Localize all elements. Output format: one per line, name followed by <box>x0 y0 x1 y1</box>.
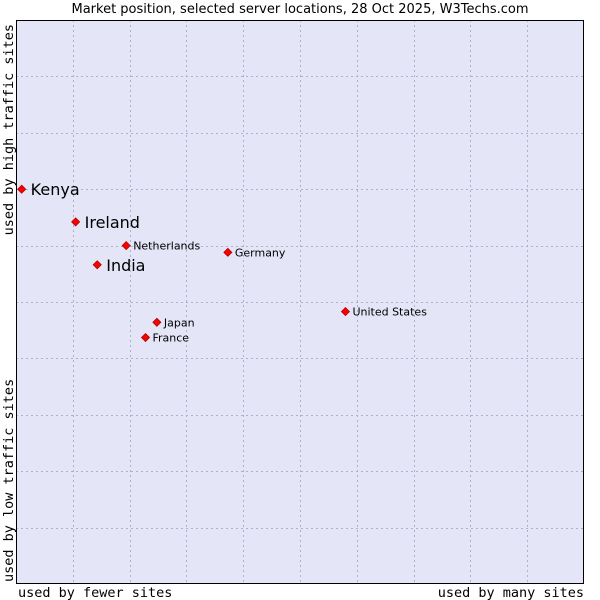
point-label-kenya: Kenya <box>31 180 80 199</box>
y-axis-label-high-traffic: used by high traffic sites <box>1 24 17 235</box>
data-point-japan: Japan <box>152 316 195 329</box>
point-label-ireland: Ireland <box>85 213 140 232</box>
data-points: Kenya Ireland India Netherlands Germany Unite… <box>17 180 427 345</box>
point-marker <box>140 332 151 343</box>
point-label-netherlands: Netherlands <box>133 240 200 253</box>
data-point-kenya: Kenya <box>17 180 80 199</box>
x-axis-label-fewer: used by fewer sites <box>18 585 172 600</box>
point-label-india: India <box>106 256 145 275</box>
data-point-ireland: Ireland <box>71 213 140 232</box>
point-label-germany: Germany <box>235 246 286 259</box>
plot-border <box>16 20 584 584</box>
point-label-france: France <box>153 332 190 345</box>
data-point-netherlands: Netherlands <box>121 240 201 253</box>
point-label-united-states: United States <box>352 306 427 319</box>
grid <box>16 20 584 584</box>
point-marker <box>92 260 102 270</box>
data-point-germany: Germany <box>223 246 286 259</box>
point-marker <box>223 247 233 257</box>
data-point-united-states: United States <box>340 306 427 319</box>
chart-title: Market position, selected server locatio… <box>71 2 529 17</box>
point-marker <box>121 241 131 251</box>
y-axis-label-low-traffic: used by low traffic sites <box>1 379 17 582</box>
x-axis-label-many: used by many sites <box>438 585 584 600</box>
data-point-france: France <box>140 332 190 345</box>
data-point-india: India <box>92 256 145 275</box>
point-marker <box>152 317 162 327</box>
point-marker <box>340 307 351 317</box>
point-marker <box>71 217 81 227</box>
point-label-japan: Japan <box>163 316 195 329</box>
point-marker <box>17 184 27 194</box>
